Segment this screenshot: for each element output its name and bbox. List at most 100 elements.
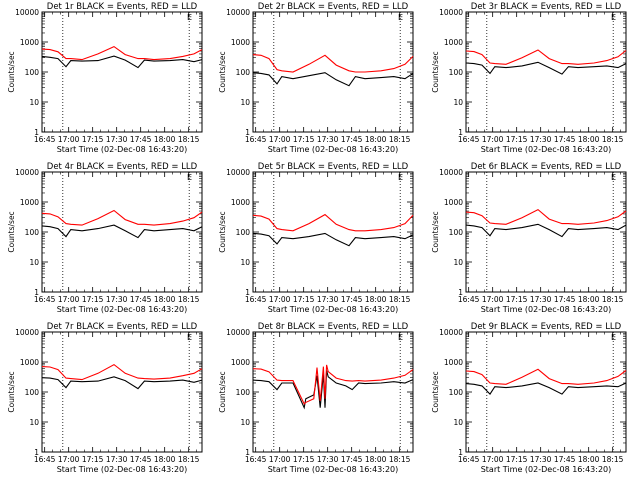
series-events-line [252, 72, 414, 87]
panel-title: Det 5r BLACK = Events, RED = LLD [258, 162, 409, 172]
y-tick-label: 10000 [226, 328, 250, 337]
y-tick-label: 100 [449, 388, 464, 397]
series-lld-line [41, 363, 203, 381]
y-tick-label: 10 [453, 258, 463, 267]
x-tick-label: 18:00 [154, 295, 176, 304]
x-tick-label: 17:00 [269, 295, 291, 304]
x-tick-label: 17:00 [58, 455, 80, 464]
x-tick-label: 16:45 [458, 135, 480, 144]
y-tick-label: 100 [25, 228, 40, 237]
y-tick-label: 1 [245, 448, 250, 457]
x-tick-label: 17:45 [130, 295, 152, 304]
panel-title: Det 4r BLACK = Events, RED = LLD [47, 162, 198, 172]
plot-frame [465, 331, 627, 453]
plot-frame [252, 11, 414, 133]
plot-frame [41, 171, 203, 293]
x-tick-label: 16:45 [458, 455, 480, 464]
y-axis-label: Counts/sec [7, 211, 16, 252]
y-tick-label: 10 [29, 258, 39, 267]
y-tick-label: 1000 [20, 38, 39, 47]
y-axis-label: Counts/sec [7, 51, 16, 92]
series-events-line [465, 382, 627, 395]
plot-frame [465, 11, 627, 133]
x-tick-label: 17:45 [341, 455, 363, 464]
y-tick-label: 1 [458, 128, 463, 137]
y-tick-label: 10 [240, 418, 250, 427]
y-tick-label: 10000 [15, 328, 39, 337]
x-tick-label: 17:45 [341, 135, 363, 144]
y-axis-label: Counts/sec [431, 211, 440, 252]
x-tick-label: 17:15 [293, 295, 315, 304]
y-tick-label: 1 [34, 288, 39, 297]
corner-mark: E [187, 13, 192, 22]
plot-frame [465, 171, 627, 293]
y-axis-label: Counts/sec [7, 371, 16, 412]
x-axis-label: Start Time (02-Dec-08 16:43:20) [481, 465, 612, 474]
x-tick-label: 17:15 [82, 135, 104, 144]
panel-title: Det 2r BLACK = Events, RED = LLD [258, 2, 409, 12]
x-tick-label: 17:30 [106, 135, 128, 144]
y-tick-label: 100 [449, 228, 464, 237]
x-tick-label: 18:15 [602, 135, 624, 144]
x-axis-label: Start Time (02-Dec-08 16:43:20) [481, 145, 612, 154]
x-tick-label: 16:45 [34, 295, 56, 304]
y-tick-label: 1 [34, 128, 39, 137]
plot-frame [41, 331, 203, 453]
plot-frame [252, 331, 414, 453]
series-lld-line [41, 209, 203, 226]
x-tick-label: 17:30 [530, 135, 552, 144]
x-tick-label: 17:00 [482, 295, 504, 304]
x-tick-label: 17:00 [482, 135, 504, 144]
y-tick-label: 10000 [439, 168, 463, 177]
y-tick-label: 1 [34, 448, 39, 457]
x-axis-label: Start Time (02-Dec-08 16:43:20) [268, 305, 399, 314]
series-lld-line [465, 208, 627, 225]
y-tick-label: 10000 [15, 8, 39, 17]
x-tick-label: 17:30 [106, 455, 128, 464]
x-tick-label: 17:45 [130, 135, 152, 144]
y-tick-label: 100 [236, 228, 251, 237]
y-tick-label: 10 [240, 258, 250, 267]
x-tick-label: 17:15 [82, 455, 104, 464]
x-tick-label: 18:15 [178, 295, 200, 304]
y-tick-label: 100 [25, 388, 40, 397]
y-tick-label: 10000 [226, 8, 250, 17]
x-tick-label: 16:45 [34, 135, 56, 144]
x-tick-label: 18:00 [154, 135, 176, 144]
series-lld-line [465, 49, 627, 65]
y-axis-label: Counts/sec [218, 371, 227, 412]
y-tick-label: 10 [453, 418, 463, 427]
x-axis-label: Start Time (02-Dec-08 16:43:20) [57, 145, 188, 154]
x-tick-label: 16:45 [245, 455, 267, 464]
y-tick-label: 1000 [444, 358, 463, 367]
series-events-line [41, 376, 203, 390]
x-tick-label: 17:00 [269, 455, 291, 464]
x-tick-label: 17:30 [317, 135, 339, 144]
x-tick-label: 18:00 [365, 455, 387, 464]
x-tick-label: 17:00 [58, 295, 80, 304]
plot-frame [41, 11, 203, 133]
x-axis-label: Start Time (02-Dec-08 16:43:20) [481, 305, 612, 314]
series-lld-line [41, 45, 203, 61]
series-events-line [465, 61, 627, 75]
x-tick-label: 17:15 [506, 295, 528, 304]
y-tick-label: 1000 [444, 198, 463, 207]
x-tick-label: 18:15 [389, 295, 411, 304]
x-tick-label: 17:15 [506, 135, 528, 144]
y-tick-label: 10000 [439, 8, 463, 17]
x-tick-label: 18:15 [602, 295, 624, 304]
corner-mark: E [611, 173, 616, 182]
x-tick-label: 17:15 [293, 455, 315, 464]
y-tick-label: 10000 [226, 168, 250, 177]
series-events-line [41, 224, 203, 239]
y-tick-label: 1000 [231, 198, 250, 207]
y-tick-label: 1 [245, 288, 250, 297]
x-tick-label: 18:15 [178, 135, 200, 144]
x-axis-label: Start Time (02-Dec-08 16:43:20) [57, 305, 188, 314]
